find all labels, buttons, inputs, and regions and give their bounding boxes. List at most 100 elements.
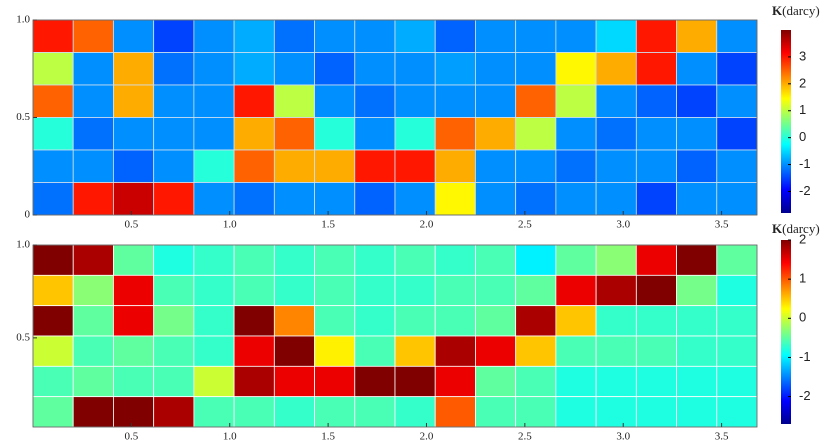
cell (475, 306, 515, 336)
cell (677, 275, 717, 305)
cell (556, 275, 596, 305)
y-tick-label: 0.5 (16, 111, 30, 123)
cell (516, 306, 556, 336)
cell (355, 245, 395, 275)
figure: 0.51.01.52.02.53.03.500.51.0-2-10123K(da… (0, 0, 826, 441)
cell (516, 85, 556, 118)
cell (33, 183, 73, 216)
cell (556, 306, 596, 336)
cell (73, 183, 113, 216)
cell (274, 20, 314, 53)
cell (556, 85, 596, 118)
cell (113, 85, 153, 118)
cell (677, 336, 717, 366)
cell (154, 85, 194, 118)
colorbar-label: K(darcy) (772, 3, 820, 18)
cell (395, 85, 435, 118)
colorbar (781, 30, 791, 213)
cell (234, 20, 274, 53)
cell (274, 245, 314, 275)
cell (194, 397, 234, 427)
cell (315, 20, 355, 53)
cell (73, 275, 113, 305)
cell (636, 306, 676, 336)
cell (475, 183, 515, 216)
cell (596, 150, 636, 183)
cell (475, 397, 515, 427)
cell (636, 53, 676, 86)
cell (435, 85, 475, 118)
cell (636, 275, 676, 305)
cell (475, 275, 515, 305)
cell (73, 53, 113, 86)
cell (435, 306, 475, 336)
x-tick-label: 3.0 (616, 219, 630, 231)
cell (113, 150, 153, 183)
cell (355, 275, 395, 305)
cell (395, 275, 435, 305)
cell (113, 118, 153, 151)
cell (516, 150, 556, 183)
cell (596, 366, 636, 396)
x-tick-label: 2.0 (420, 219, 434, 231)
cell (717, 53, 757, 86)
cell (516, 118, 556, 151)
cell (33, 53, 73, 86)
y-tick-label: 0 (25, 209, 31, 221)
cell (73, 397, 113, 427)
cell (113, 245, 153, 275)
cell (677, 183, 717, 216)
cell (315, 245, 355, 275)
cell (435, 245, 475, 275)
cell (516, 245, 556, 275)
cell (355, 183, 395, 216)
cell (556, 245, 596, 275)
cell (33, 20, 73, 53)
cell (596, 306, 636, 336)
cell (395, 366, 435, 396)
cell (516, 20, 556, 53)
cell (33, 397, 73, 427)
cell (556, 366, 596, 396)
cell (33, 336, 73, 366)
cell (315, 53, 355, 86)
cell (636, 336, 676, 366)
cell (717, 20, 757, 53)
cell (33, 118, 73, 151)
cell (596, 118, 636, 151)
cell (677, 118, 717, 151)
cell (73, 118, 113, 151)
cell (73, 85, 113, 118)
cell (677, 245, 717, 275)
cell (315, 85, 355, 118)
cell (274, 336, 314, 366)
cell (73, 150, 113, 183)
cell (435, 53, 475, 86)
cell (355, 397, 395, 427)
colorbar-label: K(darcy) (772, 221, 820, 236)
cell (475, 85, 515, 118)
cell (274, 397, 314, 427)
x-tick-label: 1.0 (223, 431, 237, 441)
cell (113, 183, 153, 216)
cell (33, 85, 73, 118)
cell (274, 85, 314, 118)
cell (355, 366, 395, 396)
colorbar-tick-label: 1 (799, 102, 806, 117)
x-tick-label: 2.5 (518, 431, 532, 441)
cell (154, 336, 194, 366)
cell (717, 183, 757, 216)
cell (315, 397, 355, 427)
cell (355, 150, 395, 183)
cell (677, 20, 717, 53)
cell (315, 306, 355, 336)
cell (315, 275, 355, 305)
cell (234, 336, 274, 366)
cell (717, 336, 757, 366)
cell (33, 366, 73, 396)
cell (154, 366, 194, 396)
cell (475, 245, 515, 275)
colorbar-tick-label: 1 (799, 271, 806, 286)
cell (194, 20, 234, 53)
cell (636, 183, 676, 216)
